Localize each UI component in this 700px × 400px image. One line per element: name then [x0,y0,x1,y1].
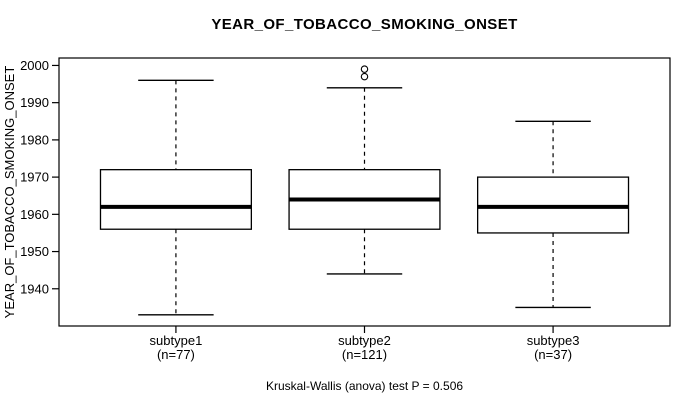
x-count-label: (n=121) [342,347,387,362]
y-tick-label: 1980 [20,132,49,147]
outlier-point [360,65,369,73]
chart-title: YEAR_OF_TOBACCO_SMOKING_ONSET [211,16,518,33]
x-count-label: (n=37) [534,347,572,362]
x-category-label: subtype3 [527,333,580,348]
x-category-label: subtype2 [338,333,391,348]
x-count-label: (n=77) [157,347,195,362]
y-tick-label: 1990 [20,95,49,110]
x-category-label: subtype1 [150,333,203,348]
y-tick-label: 1950 [20,244,49,259]
outlier-point [360,72,369,81]
y-tick-label: 1970 [20,170,49,185]
y-tick-label: 1940 [20,281,49,296]
stat-test-caption: Kruskal-Wallis (anova) test P = 0.506 [265,379,464,393]
iqr-box [99,169,253,230]
y-tick-label: 1960 [20,207,49,222]
y-tick-label: 2000 [20,58,49,73]
